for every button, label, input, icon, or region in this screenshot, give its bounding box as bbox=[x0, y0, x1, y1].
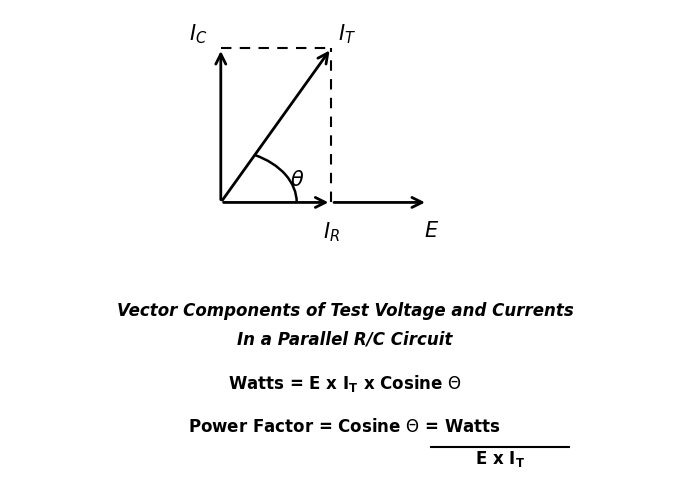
Text: Power Factor = Cosine $\Theta$ = Watts: Power Factor = Cosine $\Theta$ = Watts bbox=[188, 417, 502, 436]
Text: $\mathit{E}$: $\mathit{E}$ bbox=[424, 221, 439, 241]
Text: $\theta$: $\theta$ bbox=[290, 171, 304, 190]
Text: Watts = E x $\mathbf{I_T}$ x Cosine $\Theta$: Watts = E x $\mathbf{I_T}$ x Cosine $\Th… bbox=[228, 373, 462, 394]
Text: $\mathit{I_R}$: $\mathit{I_R}$ bbox=[323, 221, 339, 244]
Text: Vector Components of Test Voltage and Currents: Vector Components of Test Voltage and Cu… bbox=[117, 302, 573, 320]
Text: In a Parallel R/C Circuit: In a Parallel R/C Circuit bbox=[237, 331, 453, 349]
Text: $\mathit{I_T}$: $\mathit{I_T}$ bbox=[338, 22, 356, 46]
Text: E x $\mathbf{I_T}$: E x $\mathbf{I_T}$ bbox=[475, 449, 525, 469]
Text: $\mathit{I_C}$: $\mathit{I_C}$ bbox=[188, 22, 207, 46]
